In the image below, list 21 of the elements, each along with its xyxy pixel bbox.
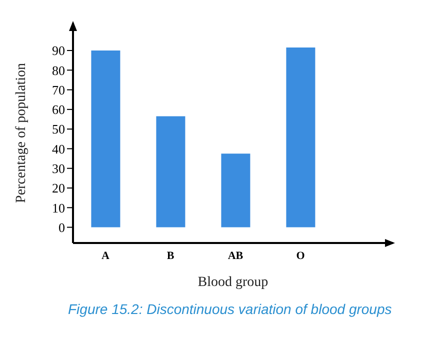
x-tick-label: B bbox=[166, 250, 175, 262]
x-tick-label: O bbox=[296, 250, 306, 262]
x-tick-label: A bbox=[102, 250, 110, 262]
y-tick-label: 50 bbox=[52, 122, 65, 137]
y-tick-label: 40 bbox=[52, 141, 65, 156]
bar bbox=[286, 48, 316, 228]
y-tick-label: 90 bbox=[52, 43, 65, 58]
bar bbox=[91, 50, 120, 228]
bar bbox=[156, 116, 186, 228]
y-tick-label: 0 bbox=[58, 220, 65, 235]
x-axis-title: Blood group bbox=[198, 275, 268, 290]
y-tick-label: 60 bbox=[52, 102, 65, 118]
caption: Figure 15.2: Discontinuous variation of blood groups bbox=[67, 301, 393, 317]
y-tick-label: 70 bbox=[52, 82, 65, 98]
bar bbox=[221, 154, 250, 228]
y-tick-label: 30 bbox=[52, 160, 65, 176]
y-axis-title: Percentage of population bbox=[14, 63, 29, 203]
y-tick-label: 80 bbox=[52, 62, 65, 78]
y-tick-label: 10 bbox=[52, 200, 65, 216]
y-tick-label: 20 bbox=[52, 180, 65, 196]
x-tick-label: AB bbox=[228, 250, 244, 262]
